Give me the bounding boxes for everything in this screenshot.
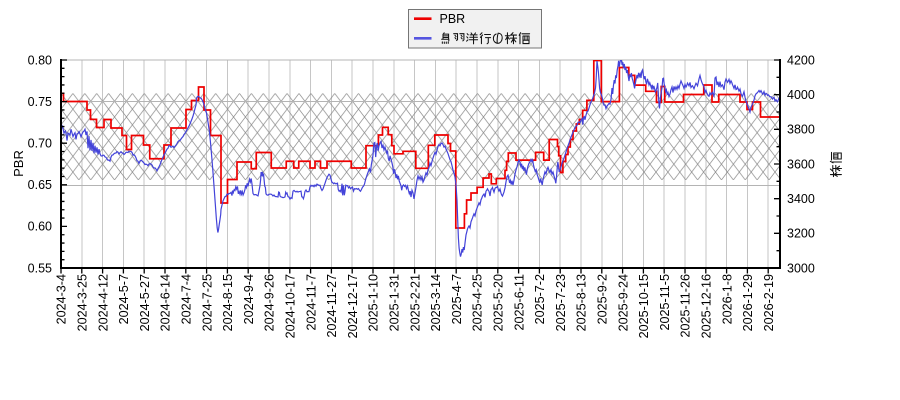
svg-text:2024-4-12: 2024-4-12 [96,274,110,331]
svg-text:2025-6-11: 2025-6-11 [512,274,526,330]
svg-text:2025-9-24: 2025-9-24 [616,274,630,331]
svg-text:3000: 3000 [787,261,815,275]
svg-text:0.60: 0.60 [28,220,52,234]
svg-text:4200: 4200 [787,53,815,67]
svg-text:2025-2-21: 2025-2-21 [408,274,422,331]
svg-text:2024-11-7: 2024-11-7 [304,274,318,330]
svg-text:2024-12-17: 2024-12-17 [346,274,360,338]
svg-text:2025-11-26: 2025-11-26 [679,274,693,338]
svg-text:2025-9-2: 2025-9-2 [596,274,610,324]
svg-text:3200: 3200 [787,227,815,241]
svg-text:2025-3-14: 2025-3-14 [429,274,443,331]
svg-text:0.75: 0.75 [28,95,52,109]
svg-text:2025-4-25: 2025-4-25 [471,274,485,331]
svg-text:2025-1-10: 2025-1-10 [367,274,381,331]
svg-text:0.70: 0.70 [28,137,52,151]
svg-text:2025-8-13: 2025-8-13 [575,274,589,331]
svg-text:2025-7-23: 2025-7-23 [554,274,568,331]
svg-text:PBR: PBR [11,150,26,177]
svg-text:2024-7-4: 2024-7-4 [180,274,194,324]
svg-text:3400: 3400 [787,192,815,206]
svg-text:0.65: 0.65 [28,178,52,192]
svg-text:0.55: 0.55 [28,261,52,275]
svg-text:2024-8-15: 2024-8-15 [221,274,235,331]
svg-text:2025-11-5: 2025-11-5 [658,274,672,330]
svg-text:2025-10-15: 2025-10-15 [637,274,651,338]
svg-text:PBR: PBR [440,12,466,26]
svg-text:2024-5-7: 2024-5-7 [117,274,131,324]
svg-text:3800: 3800 [787,123,815,137]
svg-text:2026-1-8: 2026-1-8 [720,274,734,324]
svg-text:2024-9-26: 2024-9-26 [263,274,277,331]
svg-text:2025-7-2: 2025-7-2 [533,274,547,324]
svg-text:2025-1-31: 2025-1-31 [388,274,402,331]
svg-text:2026-1-29: 2026-1-29 [741,274,755,331]
svg-text:2024-5-27: 2024-5-27 [138,274,152,331]
svg-text:2024-7-25: 2024-7-25 [200,274,214,331]
svg-text:2026-2-19: 2026-2-19 [762,274,776,331]
svg-text:2025-4-7: 2025-4-7 [450,274,464,324]
svg-text:4000: 4000 [787,88,815,102]
svg-text:2024-11-27: 2024-11-27 [325,274,339,338]
svg-text:0.80: 0.80 [28,53,52,67]
svg-text:2024-3-4: 2024-3-4 [55,274,69,324]
svg-text:2024-3-25: 2024-3-25 [76,274,90,331]
svg-text:2024-6-14: 2024-6-14 [159,274,173,331]
svg-text:2024-9-4: 2024-9-4 [242,274,256,324]
svg-text:3600: 3600 [787,157,815,171]
svg-text:2025-12-16: 2025-12-16 [700,274,714,338]
svg-text:2025-5-20: 2025-5-20 [492,274,506,331]
svg-text:2024-10-17: 2024-10-17 [284,274,298,338]
